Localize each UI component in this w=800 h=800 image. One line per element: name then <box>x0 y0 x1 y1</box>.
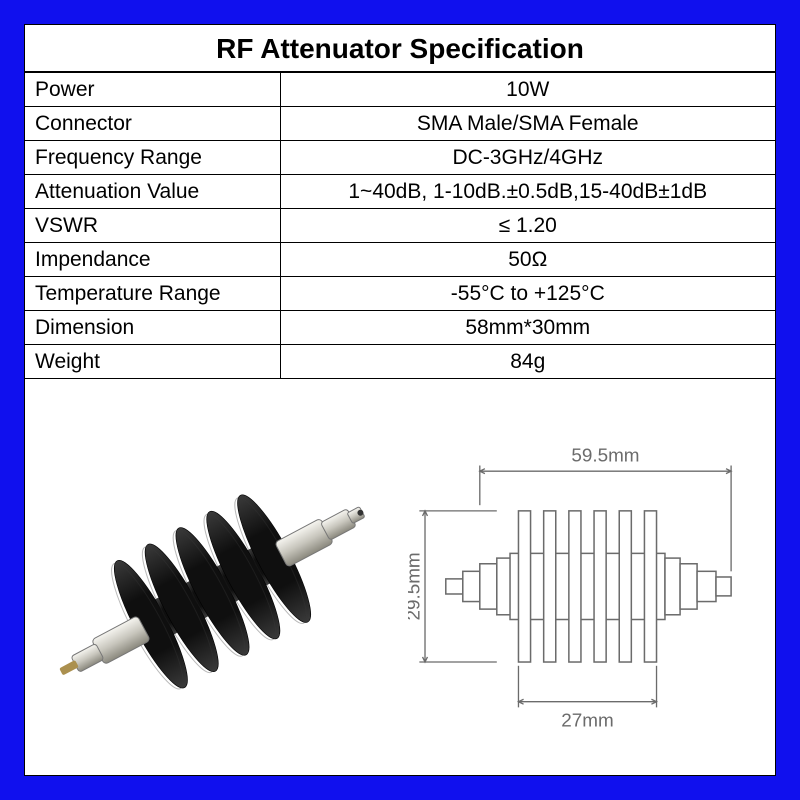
spec-label: Frequency Range <box>25 141 280 175</box>
table-row: Dimension58mm*30mm <box>25 311 775 345</box>
svg-text:59.5mm: 59.5mm <box>571 446 639 467</box>
spec-value: 50Ω <box>280 243 775 277</box>
spec-value: DC-3GHz/4GHz <box>280 141 775 175</box>
table-row: Impendance50Ω <box>25 243 775 277</box>
spec-label: Connector <box>25 107 280 141</box>
spec-value: 84g <box>280 345 775 379</box>
spec-sheet: RF Attenuator Specification Power10WConn… <box>24 24 776 776</box>
spec-label: Attenuation Value <box>25 175 280 209</box>
spec-value: -55°C to +125°C <box>280 277 775 311</box>
dimension-drawing: 59.5mm 27mm 29.5mm <box>400 379 775 794</box>
table-row: ConnectorSMA Male/SMA Female <box>25 107 775 141</box>
spec-label: Weight <box>25 345 280 379</box>
table-row: Frequency RangeDC-3GHz/4GHz <box>25 141 775 175</box>
spec-value: 58mm*30mm <box>280 311 775 345</box>
spec-label: Power <box>25 73 280 107</box>
spec-label: Temperature Range <box>25 277 280 311</box>
spec-label: Dimension <box>25 311 280 345</box>
spec-label: Impendance <box>25 243 280 277</box>
spec-table: Power10WConnectorSMA Male/SMA FemaleFreq… <box>25 72 775 379</box>
diagram-row: 59.5mm 27mm 29.5mm <box>25 379 775 794</box>
table-row: Attenuation Value1~40dB, 1-10dB.±0.5dB,1… <box>25 175 775 209</box>
spec-value: SMA Male/SMA Female <box>280 107 775 141</box>
svg-text:27mm: 27mm <box>561 710 613 731</box>
product-photo <box>25 379 400 794</box>
table-row: Weight84g <box>25 345 775 379</box>
attenuator-photo-svg <box>33 387 392 786</box>
table-row: Temperature Range-55°C to +125°C <box>25 277 775 311</box>
spec-value: 10W <box>280 73 775 107</box>
spec-value: ≤ 1.20 <box>280 209 775 243</box>
svg-text:29.5mm: 29.5mm <box>408 552 424 620</box>
table-row: Power10W <box>25 73 775 107</box>
spec-label: VSWR <box>25 209 280 243</box>
table-row: VSWR≤ 1.20 <box>25 209 775 243</box>
sheet-title: RF Attenuator Specification <box>25 25 775 72</box>
dimension-svg: 59.5mm 27mm 29.5mm <box>408 387 767 786</box>
spec-value: 1~40dB, 1-10dB.±0.5dB,15-40dB±1dB <box>280 175 775 209</box>
